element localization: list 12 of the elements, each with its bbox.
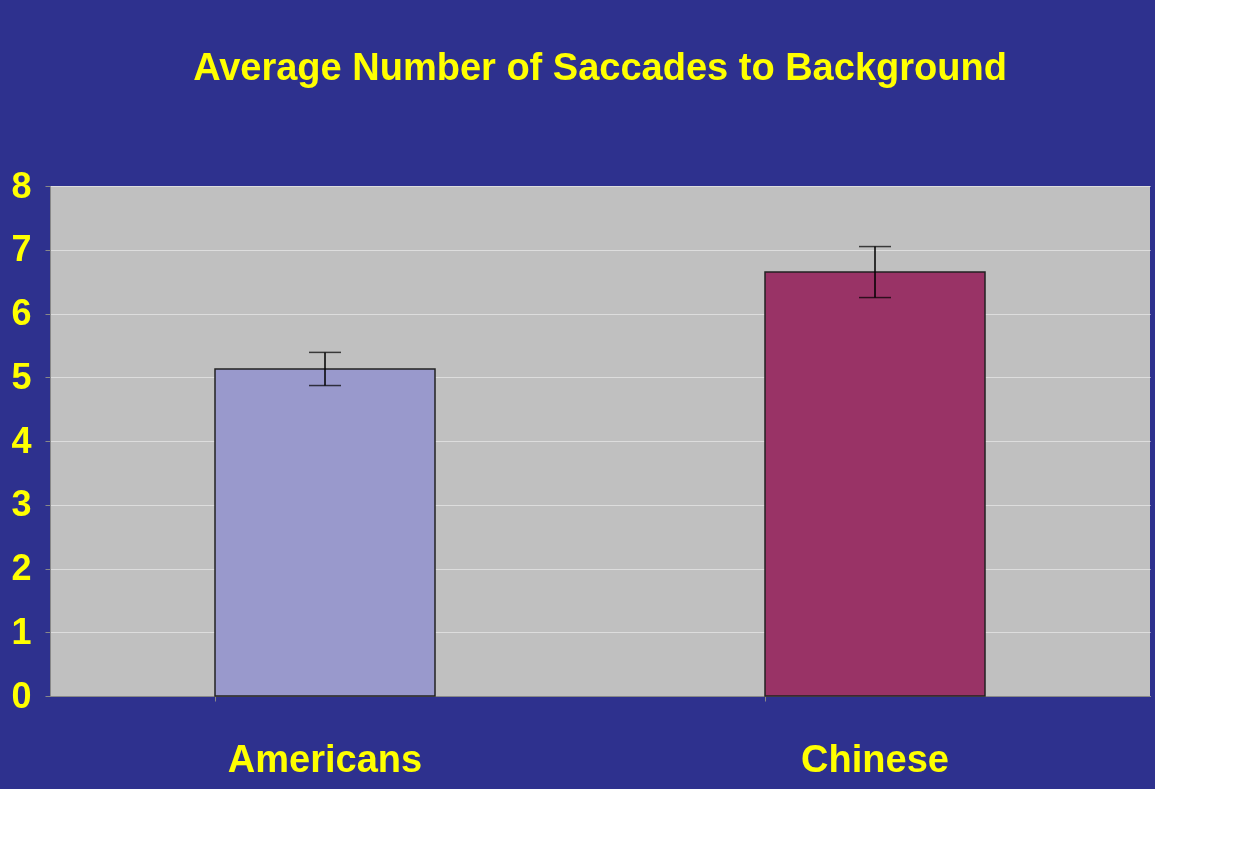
x-tick-label: Americans bbox=[227, 737, 423, 780]
y-tick-label: 3 bbox=[11, 483, 32, 525]
x-tick-label: Chinese bbox=[801, 737, 949, 780]
y-tick-label: 6 bbox=[11, 292, 32, 333]
y-tick-label: 8 bbox=[11, 164, 32, 206]
chart-title: Average Number of Saccades to Background bbox=[193, 46, 1007, 88]
y-tick-label: 1 bbox=[11, 610, 32, 652]
y-tick-label: 2 bbox=[11, 547, 32, 588]
y-tick-label: 7 bbox=[11, 228, 32, 270]
y-tick-label: 0 bbox=[11, 674, 32, 716]
y-tick-label: 4 bbox=[11, 419, 32, 461]
y-tick-label: 5 bbox=[11, 355, 32, 397]
